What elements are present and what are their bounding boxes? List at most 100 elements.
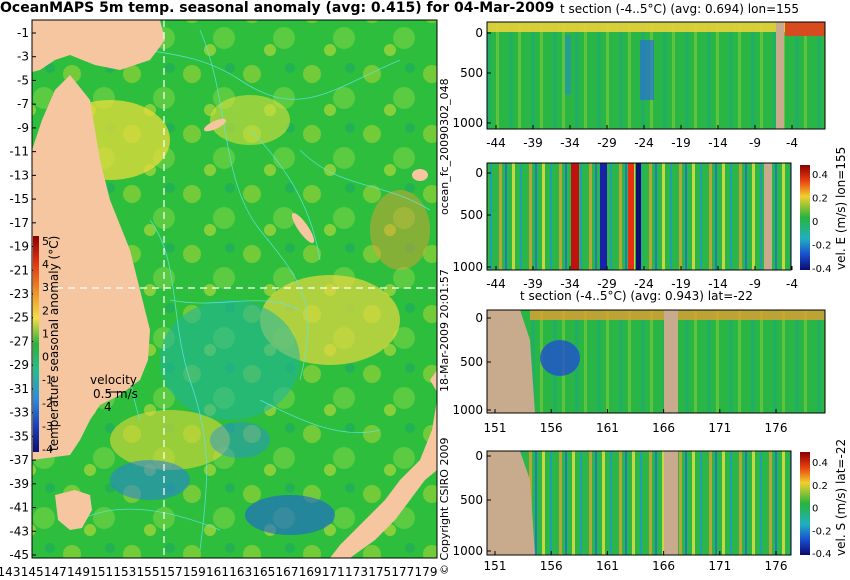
tasmania-land <box>55 490 92 530</box>
map-x-tick-label: 179 <box>415 565 438 579</box>
map-y-tick-label: -1 <box>17 26 29 40</box>
map-y-tick-label: -27 <box>9 334 29 348</box>
section-land <box>487 310 535 413</box>
vel-south-colorbar <box>800 452 810 555</box>
section-y-tick-label: 500 <box>460 66 483 80</box>
section-x-tick-label: 156 <box>540 421 563 435</box>
temp-colorbar-tick-label: 4 <box>42 258 49 271</box>
section-x-tick-label: -39 <box>523 277 543 291</box>
section-x-tick-label: -19 <box>671 136 691 150</box>
temp-colorbar-ticks: 5 4 3 2 1 0 -1 -2 -3 -4 <box>42 235 53 456</box>
map-y-tick-label: -5 <box>17 73 29 87</box>
map-x-tick-label: 165 <box>252 565 275 579</box>
anomaly-patches <box>50 95 430 535</box>
section-x-tick-label: -44 <box>486 277 506 291</box>
vel-south-colorbar-ticks: 0.4 0.2 0 -0.2 -0.4 <box>812 458 832 560</box>
cool-patch <box>210 422 270 458</box>
section-x-tick-label: -4 <box>786 136 798 150</box>
section-x-tick-label: -44 <box>486 136 506 150</box>
section-x-tick-label: 161 <box>596 421 619 435</box>
map-x-tick-label: 149 <box>67 565 90 579</box>
section-x-tick-label: 166 <box>652 421 675 435</box>
section-x-tick-label: -14 <box>708 136 728 150</box>
map-y-tick-label: -33 <box>9 406 29 420</box>
warm-patch <box>370 190 430 270</box>
temp-colorbar-tick-label: -4 <box>42 443 53 456</box>
map-y-tick-label: -7 <box>17 97 29 111</box>
section-x-tick-label: -24 <box>634 277 654 291</box>
section-y-tick-label: 500 <box>460 355 483 369</box>
temp-colorbar-tick-label: 3 <box>42 281 49 294</box>
section-y-tick-label: 1000 <box>452 544 483 558</box>
t-section-lat-plot <box>487 310 825 413</box>
t-section-lon-axes: 0 500 1000-44 -39 -34 -29 -24 -19 -14 -9 -4 <box>452 26 798 150</box>
vel-colorbar-tick-label: -0.4 <box>812 264 832 275</box>
velocity-key-days: 4 <box>104 400 112 414</box>
map-frame <box>31 19 438 559</box>
vel-colorbar-tick-label: 0 <box>812 217 818 228</box>
vel-east-colorbar-label: vel. E (m/s) lon=155 <box>834 147 848 270</box>
map-x-tick-label: 151 <box>90 565 113 579</box>
vel-colorbar-tick-label: -0.4 <box>812 549 832 560</box>
map-x-tick-label: 175 <box>368 565 391 579</box>
temp-colorbar-tick-label: 0 <box>42 351 49 364</box>
section-x-tick-label: 166 <box>652 559 675 573</box>
map-y-tick-label: -21 <box>9 263 29 277</box>
map-y-tick-label: -23 <box>9 287 29 301</box>
map-y-tick-label: -11 <box>9 145 29 159</box>
vel-east-colorbar-ticks: 0.4 0.2 0 -0.2 -0.4 <box>812 170 832 275</box>
vel-colorbar-tick-label: -0.2 <box>812 241 832 252</box>
cold-anomaly <box>640 40 654 100</box>
temp-colorbar: 5 4 3 2 1 0 -1 -2 -3 -4 temperature seasonal anom… <box>33 235 61 456</box>
temp-colorbar-tick-label: 1 <box>42 327 49 340</box>
map-panel <box>31 19 438 559</box>
temp-colorbar-tick-label: 2 <box>42 304 49 317</box>
cool-patch <box>160 300 300 420</box>
strong-west-flow <box>600 163 607 270</box>
section-y-tick-label: 1000 <box>452 116 483 130</box>
strong-east-flow <box>628 163 634 270</box>
surface-hot-band <box>785 22 825 36</box>
section-y-tick-label: 500 <box>460 208 483 222</box>
copyright-label: © Copyright CSIRO 2009 <box>438 438 451 575</box>
warm-patch <box>110 410 230 470</box>
t-section-lon-panel: t section (-4..5°C) (avg: 0.694) lon=155 <box>486 2 826 130</box>
vel-colorbar-tick-label: 0.2 <box>812 481 828 492</box>
map-y-tick-label: -41 <box>9 501 29 515</box>
map-x-tick-label: 159 <box>183 565 206 579</box>
new-zealand-land <box>330 400 437 558</box>
map-title: OceanMAPS 5m temp. seasonal anomaly (avg… <box>0 0 554 16</box>
t-section-lat-title: t section (-4..5°C) (avg: 0.943) lat=-22 <box>520 289 753 303</box>
velocity-key-speed: 0.5 m/s <box>93 387 138 401</box>
map-x-tick-label: 169 <box>299 565 322 579</box>
map-y-tick-label: -13 <box>9 168 29 182</box>
new-caledonia-land <box>291 212 315 244</box>
new-guinea-land <box>32 20 165 72</box>
vel-east-axes: 0 500 1000-44 -39 -34 -29 -24 -19 -14 -9 -4 <box>452 166 798 291</box>
map-x-tick-label: 163 <box>229 565 252 579</box>
map-y-tick-label: -35 <box>9 429 29 443</box>
map-x-tick-label: 143 <box>0 565 20 579</box>
section-x-tick-label: -9 <box>749 277 761 291</box>
section-x-tick-label: -39 <box>523 136 543 150</box>
vel-south-frame <box>486 450 792 556</box>
cool-patch <box>245 495 335 535</box>
run-id-label: ocean_fc_20090302_048 <box>438 78 451 215</box>
vel-south-panel: 0.4 0.2 0 -0.2 -0.4 vel. S (m/s) lat=-22 <box>486 439 848 560</box>
map-y-tick-label: -17 <box>9 216 29 230</box>
vel-colorbar-tick-label: -0.2 <box>812 526 832 537</box>
t-section-lat-panel: t section (-4..5°C) (avg: 0.943) lat=-22 <box>486 289 826 414</box>
section-y-tick-label: 0 <box>475 311 483 325</box>
map-x-tick-label: 147 <box>44 565 67 579</box>
section-y-tick-label: 1000 <box>452 260 483 274</box>
section-x-tick-label: -9 <box>749 136 761 150</box>
island-land <box>203 118 227 132</box>
section-y-tick-label: 1000 <box>452 403 483 417</box>
map-y-tick-label: -43 <box>9 524 29 538</box>
cool-patch <box>110 460 190 500</box>
map-x-tick-label: 157 <box>160 565 183 579</box>
map-x-axis: 143 145 147 149 151 153 155 157 159 161 163 165 167 1… <box>0 565 437 579</box>
land <box>32 20 437 558</box>
section-y-tick-label: 0 <box>475 449 483 463</box>
